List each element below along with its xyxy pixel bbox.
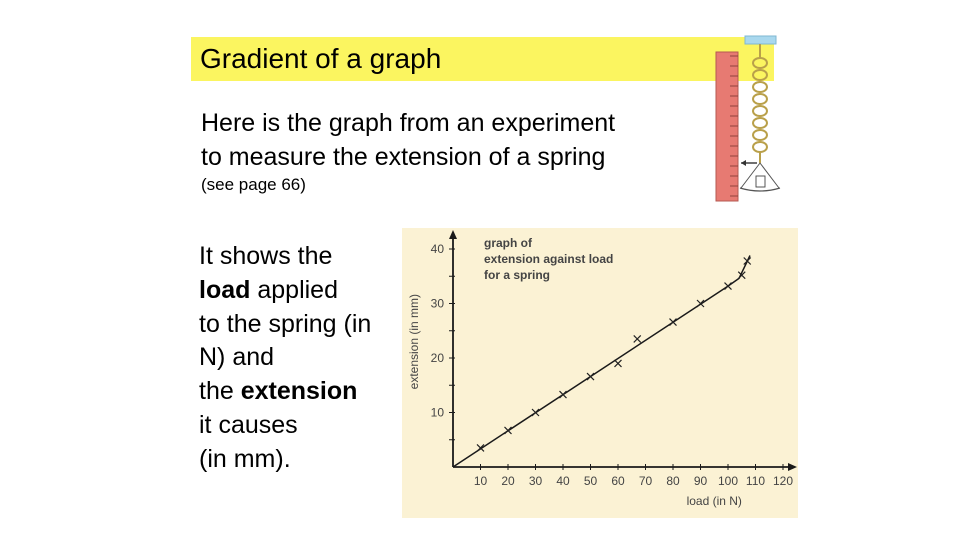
data-point (531, 408, 540, 417)
ruler (715, 51, 739, 202)
pointer-arrow (741, 160, 746, 166)
extension-load-chart: 10 20 30 40 50 60 70 80 90 100 110 120 10 20 30 40 load … (402, 228, 798, 518)
body-line-4: N) and (199, 343, 275, 372)
x-tick-label: 90 (694, 474, 708, 488)
x-axis-arrow (788, 463, 797, 471)
data-point (476, 444, 485, 452)
slide-title: Gradient of a graph (200, 43, 442, 74)
x-tick-label: 10 (474, 474, 488, 488)
x-tick-label: 70 (639, 474, 653, 488)
body-line-1: It shows the (199, 242, 333, 270)
extension-word: extension (240, 377, 358, 406)
clamp (744, 35, 777, 45)
title-highlight (191, 37, 774, 81)
y-axis-arrow (449, 230, 457, 239)
y-tick-label: 30 (431, 297, 445, 311)
spring-coils (752, 44, 768, 163)
data-point (743, 257, 752, 265)
body-line-6: it causes (199, 410, 298, 439)
body-line-7: (in mm). (199, 444, 291, 473)
intro-line-2: to measure the extension of a spring (201, 143, 606, 171)
chart-title-line: extension against load (484, 252, 613, 266)
page-reference: (see page 66) (201, 175, 306, 194)
spring-coil (752, 117, 768, 129)
pan (739, 187, 781, 192)
y-axis-label: extension (in mm) (407, 294, 421, 389)
data-point (586, 372, 595, 381)
data-point (669, 318, 677, 326)
x-tick-label: 120 (773, 474, 793, 488)
data-point (633, 335, 642, 343)
x-tick-label: 100 (718, 474, 738, 488)
data-point (724, 282, 732, 290)
data-point (737, 271, 746, 280)
chart-title-line: graph of (484, 236, 533, 250)
x-tick-label: 80 (666, 474, 680, 488)
y-tick-label: 10 (431, 406, 445, 420)
body-line-3: to the spring (in (199, 309, 372, 338)
chart-title-line: for a spring (484, 268, 550, 282)
intro-text: Here is the graph from an experiment to … (201, 106, 615, 174)
data-point (504, 426, 512, 435)
spring-coil (752, 57, 768, 69)
spring-coil (752, 105, 768, 117)
spring-coil (752, 93, 768, 105)
data-point (559, 390, 567, 399)
body-line-5-pre: the (199, 377, 241, 406)
y-tick-label: 20 (431, 351, 445, 365)
x-axis-label: load (in N) (687, 494, 742, 508)
body-line-5: the extension (199, 375, 399, 409)
weight (755, 175, 766, 188)
data-point (614, 359, 622, 368)
x-tick-label: 30 (529, 474, 543, 488)
y-tick-label: 40 (431, 242, 445, 256)
chart-background (402, 228, 798, 518)
intro-line-1: Here is the graph from an experiment (201, 109, 616, 137)
body-line-2: load applied (199, 274, 399, 308)
x-tick-label: 110 (746, 474, 765, 488)
x-tick-label: 40 (556, 474, 570, 488)
pan-strings (740, 162, 780, 189)
spring-coil (752, 81, 768, 93)
x-tick-label: 60 (611, 474, 625, 488)
chart-marks: 10 20 30 40 50 60 70 80 90 100 110 120 10 20 30 40 load … (407, 230, 797, 508)
body-text: It shows the load applied to the spring … (199, 240, 399, 477)
x-tick-label: 50 (584, 474, 598, 488)
spring-coil (752, 141, 768, 153)
load-word: load (199, 275, 251, 304)
ruler-ticks (730, 55, 738, 197)
spring-apparatus (715, 35, 781, 202)
data-point (696, 299, 705, 308)
spring-coil (752, 129, 768, 141)
body-line-2-rest: applied (250, 275, 338, 304)
x-tick-label: 20 (501, 474, 515, 488)
spring-coil (752, 69, 768, 81)
